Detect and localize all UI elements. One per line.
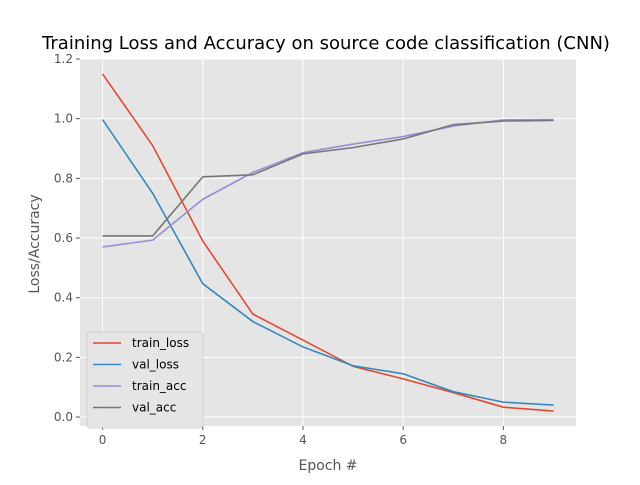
legend-label: val_acc (132, 401, 176, 415)
x-tick-label: 8 (500, 433, 508, 447)
legend: train_loss val_loss train_acc val_acc (86, 331, 204, 429)
y-tick-label: 0.4 (54, 291, 73, 305)
y-tick-label: 1.0 (54, 112, 73, 126)
series-line-train-loss (101, 73, 554, 412)
y-tick-label: 0.8 (54, 171, 73, 185)
x-tick-label: 2 (199, 433, 207, 447)
x-tick-label: 0 (99, 433, 107, 447)
x-tick-label: 6 (399, 433, 407, 447)
y-tick-label: 0.0 (54, 410, 73, 424)
y-tick-label: 0.2 (54, 350, 73, 364)
series-line-val-acc (102, 119, 554, 237)
legend-label: val_loss (132, 358, 179, 372)
y-tick-label: 1.2 (54, 52, 73, 66)
series-line-val-loss (101, 119, 554, 406)
legend-box (86, 331, 204, 429)
chart-title: Training Loss and Accuracy on source cod… (41, 33, 610, 54)
y-axis-label: Loss/Accuracy (27, 194, 43, 293)
legend-label: train_acc (132, 379, 186, 393)
x-tick-label: 4 (299, 433, 307, 447)
legend-label: train_loss (132, 336, 189, 350)
y-tick-label: 0.6 (54, 231, 73, 245)
x-axis-label: Epoch # (298, 458, 357, 474)
plot-area: 0 2 4 6 8 0.0 0.2 0.4 0.6 0.8 1.0 1.2 train_loss val_… (54, 52, 576, 447)
